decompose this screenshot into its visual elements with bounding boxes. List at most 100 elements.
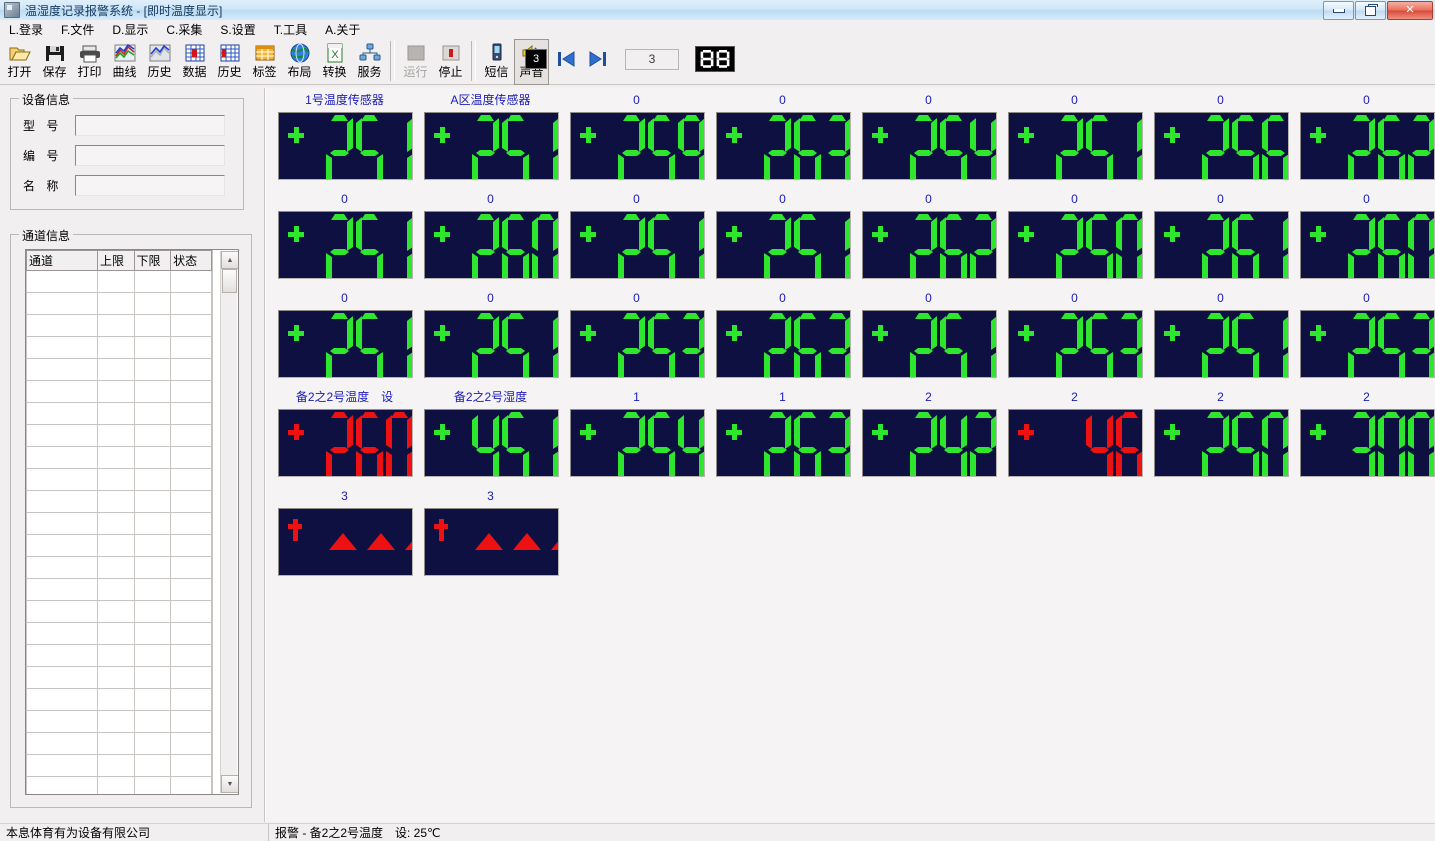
led-panel[interactable] <box>278 211 413 279</box>
led-panel[interactable] <box>1300 310 1435 378</box>
table-row[interactable] <box>26 336 212 359</box>
table-row[interactable] <box>26 402 212 425</box>
toolbar-button-data-grid[interactable]: 数据 <box>177 39 212 85</box>
led-panel[interactable] <box>1300 112 1435 180</box>
table-row[interactable] <box>26 314 212 337</box>
minimize-button[interactable] <box>1323 1 1354 20</box>
column-header-2[interactable]: 下限 <box>133 250 172 271</box>
led-panel[interactable] <box>716 112 851 180</box>
table-row[interactable] <box>26 424 212 447</box>
table-row[interactable] <box>26 578 212 601</box>
maximize-button[interactable] <box>1355 1 1386 20</box>
led-panel[interactable] <box>1008 211 1143 279</box>
table-row[interactable] <box>26 292 212 315</box>
menu-about[interactable]: A.关于 <box>325 22 361 37</box>
led-panel[interactable] <box>570 310 705 378</box>
toolbar-button-save-disk[interactable]: 保存 <box>37 39 72 85</box>
toolbar-button-stop[interactable]: 停止 <box>433 39 468 85</box>
led-panel[interactable] <box>1154 409 1289 477</box>
menu-settings[interactable]: S.设置 <box>220 22 256 37</box>
page-input[interactable]: 3 <box>625 48 679 70</box>
led-panel[interactable] <box>716 310 851 378</box>
led-panel[interactable] <box>1300 409 1435 477</box>
table-row[interactable] <box>26 666 212 689</box>
table-row[interactable] <box>26 710 212 733</box>
menu-tools[interactable]: T.工具 <box>273 22 308 37</box>
table-row[interactable] <box>26 600 212 623</box>
table-row[interactable] <box>26 380 212 403</box>
toolbar-button-curve-chart[interactable]: 曲线 <box>107 39 142 85</box>
toolbar-button-globe-layout[interactable]: 布局 <box>282 39 317 85</box>
led-panel[interactable] <box>278 310 413 378</box>
column-header-0[interactable]: 通道 <box>26 250 98 271</box>
led-panel[interactable] <box>278 409 413 477</box>
table-row[interactable] <box>26 446 212 469</box>
menu-display[interactable]: D.显示 <box>112 22 149 37</box>
table-row[interactable] <box>26 534 212 557</box>
serial-field[interactable] <box>75 145 225 166</box>
toolbar-button-history-grid[interactable]: 历史 <box>212 39 247 85</box>
led-panel[interactable] <box>1154 310 1289 378</box>
table-row[interactable] <box>26 754 212 777</box>
display-label: 1 <box>633 390 640 404</box>
scroll-down-button[interactable]: ▼ <box>221 775 238 793</box>
first-page-button[interactable] <box>553 47 579 71</box>
led-segment-c <box>961 451 967 476</box>
led-segment-g <box>506 150 525 156</box>
toolbar-button-label-table[interactable]: 标签 <box>247 39 282 85</box>
led-panel[interactable] <box>716 211 851 279</box>
channel-table-scrollbar[interactable]: ▲ ▼ <box>220 251 238 793</box>
table-row[interactable] <box>26 468 212 491</box>
led-panel[interactable] <box>1008 310 1143 378</box>
scroll-up-button[interactable]: ▲ <box>221 251 238 269</box>
led-panel[interactable] <box>862 310 997 378</box>
led-panel[interactable] <box>1008 112 1143 180</box>
toolbar-button-history-curve[interactable]: 历史 <box>142 39 177 85</box>
led-panel[interactable] <box>278 508 413 576</box>
toolbar-button-excel-convert[interactable]: X 转换 <box>317 39 352 85</box>
table-row[interactable] <box>26 512 212 535</box>
led-panel[interactable] <box>1300 211 1435 279</box>
table-row[interactable] <box>26 270 212 293</box>
led-digit <box>910 412 937 476</box>
last-page-button[interactable] <box>585 47 611 71</box>
toolbar-button-open-folder[interactable]: 打开 <box>2 39 37 85</box>
table-row[interactable] <box>26 776 212 794</box>
toolbar-button-sms-phone[interactable]: 短信 <box>479 39 514 85</box>
led-panel[interactable] <box>424 409 559 477</box>
led-panel[interactable] <box>570 211 705 279</box>
led-panel[interactable] <box>862 211 997 279</box>
led-panel[interactable] <box>424 211 559 279</box>
scroll-thumb[interactable] <box>222 269 237 293</box>
led-panel[interactable] <box>1008 409 1143 477</box>
column-header-1[interactable]: 上限 <box>96 250 135 271</box>
led-panel[interactable] <box>424 112 559 180</box>
table-row[interactable] <box>26 622 212 645</box>
menu-login[interactable]: L.登录 <box>9 22 44 37</box>
table-row[interactable] <box>26 490 212 513</box>
close-button[interactable]: ✕ <box>1387 1 1433 20</box>
led-panel[interactable] <box>424 310 559 378</box>
led-panel[interactable] <box>716 409 851 477</box>
model-field[interactable] <box>75 115 225 136</box>
table-row[interactable] <box>26 644 212 667</box>
led-panel[interactable] <box>1154 211 1289 279</box>
toolbar-button-network-service[interactable]: 服务 <box>352 39 387 85</box>
menu-collect[interactable]: C.采集 <box>166 22 203 37</box>
table-row[interactable] <box>26 732 212 755</box>
led-panel[interactable] <box>862 112 997 180</box>
led-value <box>1348 115 1434 179</box>
led-panel[interactable] <box>570 409 705 477</box>
table-row[interactable] <box>26 556 212 579</box>
led-panel[interactable] <box>278 112 413 180</box>
table-row[interactable] <box>26 358 212 381</box>
menu-file[interactable]: F.文件 <box>61 22 95 37</box>
led-panel[interactable] <box>862 409 997 477</box>
table-row[interactable] <box>26 688 212 711</box>
toolbar-button-printer[interactable]: 打印 <box>72 39 107 85</box>
led-panel[interactable] <box>1154 112 1289 180</box>
led-panel[interactable] <box>570 112 705 180</box>
led-panel[interactable] <box>424 508 559 576</box>
column-header-3[interactable]: 状态 <box>170 250 212 271</box>
name-field[interactable] <box>75 175 225 196</box>
